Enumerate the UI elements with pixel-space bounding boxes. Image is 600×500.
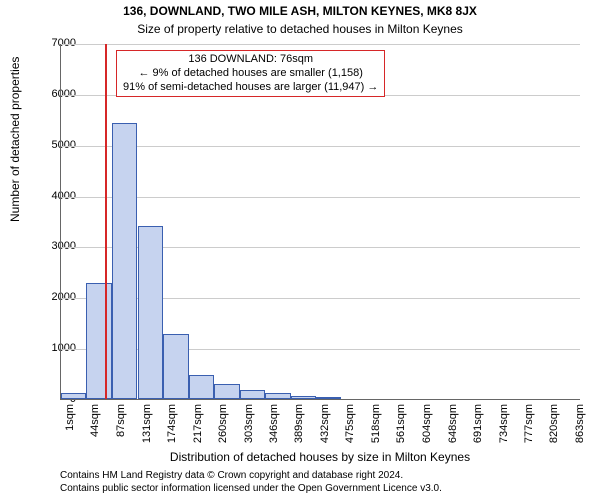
histogram-bar bbox=[138, 226, 163, 399]
x-tick-label: 648sqm bbox=[447, 404, 459, 443]
property-marker-line bbox=[105, 44, 107, 399]
histogram-bar bbox=[163, 334, 188, 399]
x-axis-label: Distribution of detached houses by size … bbox=[60, 450, 580, 464]
annotation-line3: 91% of semi-detached houses are larger (… bbox=[123, 81, 378, 95]
plot-area: 136 DOWNLAND: 76sqm ← 9% of detached hou… bbox=[60, 44, 580, 400]
histogram-bar bbox=[316, 397, 341, 399]
x-tick-label: 87sqm bbox=[115, 404, 127, 437]
x-tick-label: 1sqm bbox=[64, 404, 76, 431]
histogram-bar bbox=[112, 123, 137, 399]
gridline bbox=[61, 197, 580, 198]
x-tick-label: 518sqm bbox=[370, 404, 382, 443]
x-tick-label: 174sqm bbox=[166, 404, 178, 443]
annotation-line1: 136 DOWNLAND: 76sqm bbox=[123, 53, 378, 67]
annotation-line2: ← 9% of detached houses are smaller (1,1… bbox=[123, 67, 378, 81]
y-axis-label: Number of detached properties bbox=[8, 57, 22, 222]
gridline bbox=[61, 44, 580, 45]
x-tick-label: 561sqm bbox=[395, 404, 407, 443]
histogram-bar bbox=[61, 393, 86, 399]
histogram-bar bbox=[214, 384, 239, 399]
histogram-chart: 136, DOWNLAND, TWO MILE ASH, MILTON KEYN… bbox=[0, 0, 600, 500]
x-tick-label: 131sqm bbox=[141, 404, 153, 443]
x-tick-label: 734sqm bbox=[498, 404, 510, 443]
x-tick-label: 303sqm bbox=[243, 404, 255, 443]
histogram-bar bbox=[240, 390, 265, 399]
x-tick-label: 777sqm bbox=[523, 404, 535, 443]
histogram-bar bbox=[86, 283, 111, 399]
x-tick-label: 217sqm bbox=[192, 404, 204, 443]
histogram-bar bbox=[265, 393, 290, 399]
x-tick-label: 820sqm bbox=[549, 404, 561, 443]
footer-line1: Contains HM Land Registry data © Crown c… bbox=[60, 470, 580, 481]
x-tick-label: 604sqm bbox=[421, 404, 433, 443]
x-tick-label: 389sqm bbox=[294, 404, 306, 443]
x-tick-label: 260sqm bbox=[217, 404, 229, 443]
x-tick-label: 346sqm bbox=[268, 404, 280, 443]
x-tick-label: 475sqm bbox=[344, 404, 356, 443]
histogram-bar bbox=[189, 375, 214, 399]
x-tick-label: 432sqm bbox=[319, 404, 331, 443]
annotation-box: 136 DOWNLAND: 76sqm ← 9% of detached hou… bbox=[116, 50, 385, 97]
x-tick-label: 44sqm bbox=[89, 404, 101, 437]
gridline bbox=[61, 146, 580, 147]
chart-title-line2: Size of property relative to detached ho… bbox=[0, 22, 600, 36]
footer-line2: Contains public sector information licen… bbox=[60, 483, 580, 494]
histogram-bar bbox=[291, 396, 316, 399]
x-tick-label: 863sqm bbox=[574, 404, 586, 443]
x-tick-label: 691sqm bbox=[472, 404, 484, 443]
chart-title-line1: 136, DOWNLAND, TWO MILE ASH, MILTON KEYN… bbox=[0, 4, 600, 18]
